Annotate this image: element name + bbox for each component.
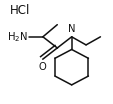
Text: $\mathregular{H_2N}$: $\mathregular{H_2N}$ (6, 30, 27, 44)
Text: HCl: HCl (10, 4, 30, 17)
Text: O: O (38, 62, 46, 72)
Text: N: N (67, 24, 75, 34)
